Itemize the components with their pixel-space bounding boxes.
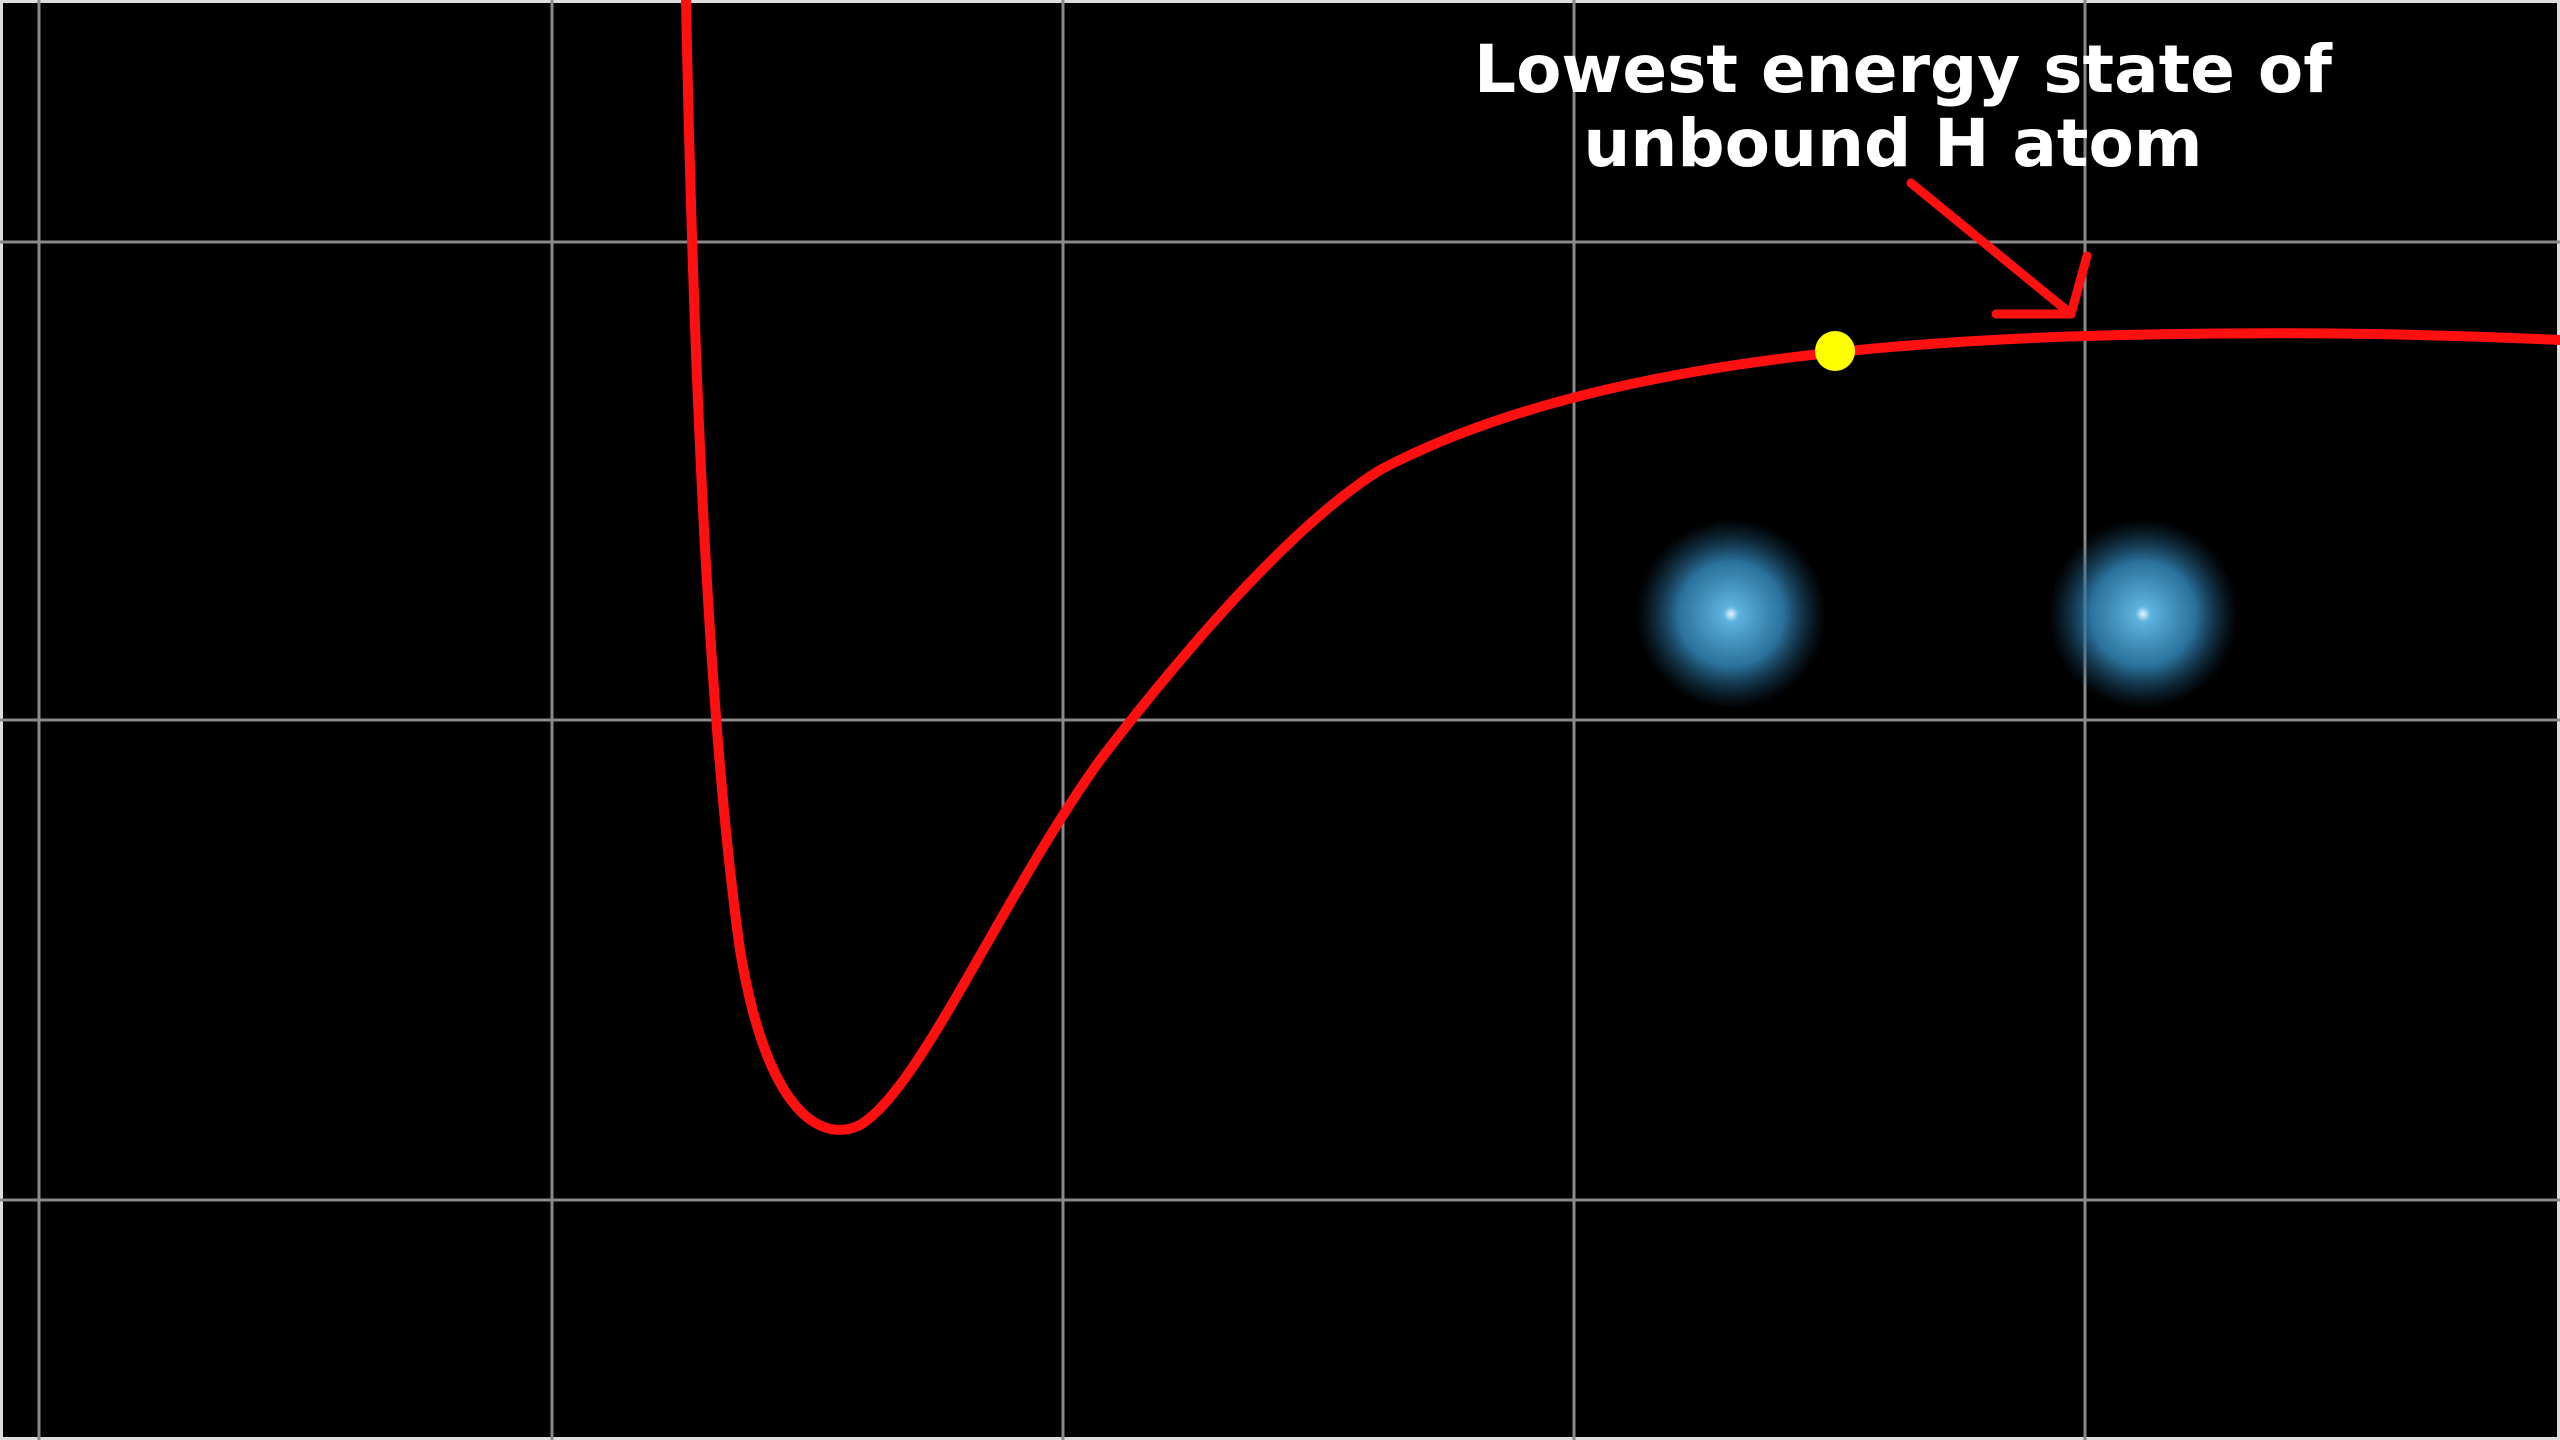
page: {"annotation": {"lines": ["Lowest energy… — [0, 0, 2560, 1440]
h-atom — [1636, 519, 1826, 709]
h-atom — [2048, 519, 2238, 709]
marker-dot — [1815, 331, 1855, 371]
annotation-line: Lowest energy state of — [1474, 31, 2333, 108]
annotation-line: unbound H atom — [1583, 105, 2202, 182]
diagram: Lowest energy state of unbound H atom — [0, 0, 2560, 1440]
